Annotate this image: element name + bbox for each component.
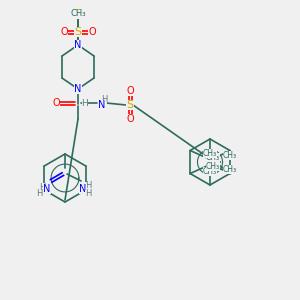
Text: O: O <box>126 114 134 124</box>
Text: S: S <box>126 100 134 110</box>
Text: H: H <box>101 94 107 103</box>
Text: H: H <box>82 100 88 109</box>
Text: N: N <box>74 40 82 50</box>
Text: N: N <box>98 100 106 110</box>
Text: O: O <box>88 27 96 37</box>
Text: CH₃: CH₃ <box>206 162 220 171</box>
Text: S: S <box>74 27 82 37</box>
Text: N: N <box>43 184 51 194</box>
Text: H: H <box>36 190 42 199</box>
Text: N: N <box>74 84 82 94</box>
Text: CH₃: CH₃ <box>223 164 237 173</box>
Text: O: O <box>210 155 218 166</box>
Text: O: O <box>52 98 60 108</box>
Text: S: S <box>74 9 82 19</box>
Text: O: O <box>60 27 68 37</box>
Text: CH₃: CH₃ <box>203 167 217 176</box>
Text: CH₃: CH₃ <box>206 153 220 162</box>
Text: N: N <box>79 184 87 194</box>
Text: O: O <box>126 86 134 96</box>
Text: H: H <box>85 190 91 199</box>
Text: CH₃: CH₃ <box>70 10 86 19</box>
Text: H: H <box>85 182 91 190</box>
Text: CH₃: CH₃ <box>203 148 217 158</box>
Text: CH₃: CH₃ <box>223 151 237 160</box>
Text: H: H <box>39 182 45 191</box>
